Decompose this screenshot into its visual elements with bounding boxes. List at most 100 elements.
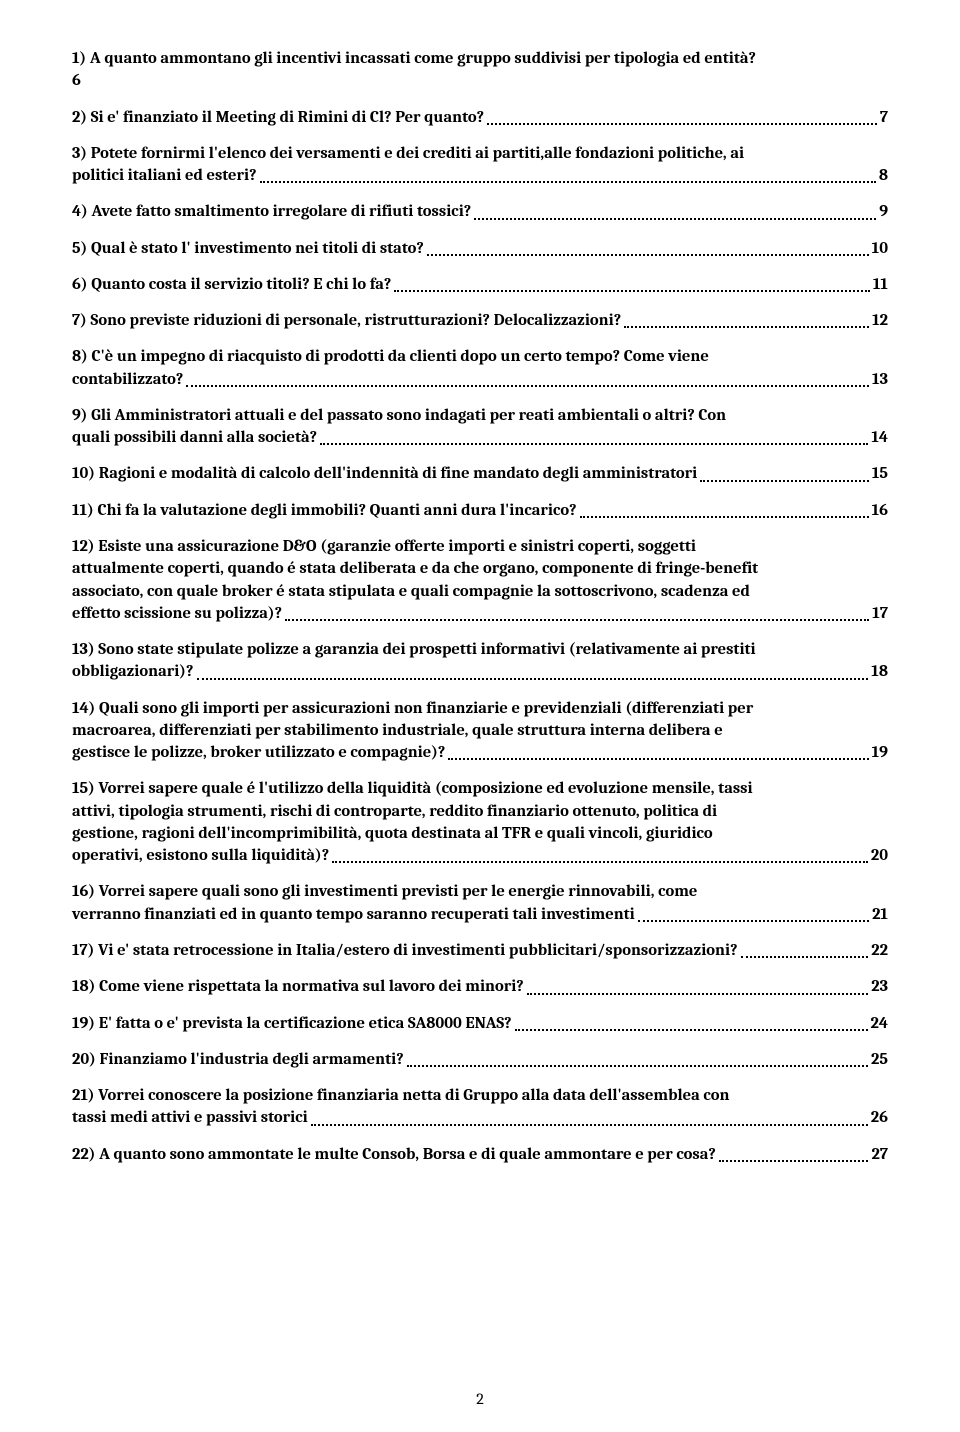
toc-leader-dots xyxy=(407,1065,868,1067)
toc-entry: 18) Come viene rispettata la normativa s… xyxy=(72,976,888,998)
toc-leader-dots xyxy=(741,956,869,958)
toc-page-number: 19 xyxy=(872,742,888,764)
toc-entry-text: contabilizzato? xyxy=(72,369,183,391)
toc-page-number: 9 xyxy=(879,201,888,223)
toc-entry-line: attivi, tipologia strumenti, rischi di c… xyxy=(72,801,888,823)
toc-page-number: 15 xyxy=(872,463,888,485)
toc-entry: 19) E' fatta o e' prevista la certificaz… xyxy=(72,1013,888,1035)
toc-entry-line: 9) Gli Amministratori attuali e del pass… xyxy=(72,405,888,427)
toc-entry-text: gestisce le polizze, broker utilizzato e… xyxy=(72,742,445,764)
toc-entry-line: 1) A quanto ammontano gli incentivi inca… xyxy=(72,48,888,70)
toc-entry-text: 19) E' fatta o e' prevista la certificaz… xyxy=(72,1013,512,1035)
toc-page-number: 20 xyxy=(871,845,888,867)
toc-entry: 21) Vorrei conoscere la posizione finanz… xyxy=(72,1085,888,1130)
toc-leader-dots xyxy=(427,254,869,256)
toc-entry: 14) Quali sono gli importi per assicuraz… xyxy=(72,698,888,765)
toc-entry: 22) A quanto sono ammontate le multe Con… xyxy=(72,1144,888,1166)
toc-leader-dots xyxy=(624,326,869,328)
toc-entry-line: 15) Vorrei sapere quale é l'utilizzo del… xyxy=(72,778,888,800)
toc-leader-dots xyxy=(197,678,869,680)
toc-leader-dots xyxy=(448,758,868,760)
toc-page-number: 26 xyxy=(871,1107,888,1129)
toc-leader-dots xyxy=(719,1160,869,1162)
toc-entry-text: obbligazionari)? xyxy=(72,661,194,683)
toc-entry-text: 22) A quanto sono ammontate le multe Con… xyxy=(72,1144,716,1166)
toc-leader-dots xyxy=(394,290,870,292)
toc-entry-line: 21) Vorrei conoscere la posizione finanz… xyxy=(72,1085,888,1107)
toc-page-number: 11 xyxy=(873,274,888,296)
toc-entry-text: 4) Avete fatto smaltimento irregolare di… xyxy=(72,201,471,223)
toc-entry-text: 6 xyxy=(72,70,81,92)
toc-leader-dots xyxy=(260,181,876,183)
toc-leader-dots xyxy=(700,480,869,482)
toc-entry-text: 7) Sono previste riduzioni di personale,… xyxy=(72,310,621,332)
toc-entry: 13) Sono state stipulate polizze a garan… xyxy=(72,639,888,684)
toc-entry-line: 14) Quali sono gli importi per assicuraz… xyxy=(72,698,888,720)
toc-page-number: 21 xyxy=(872,904,888,926)
toc-page-number: 13 xyxy=(872,369,888,391)
toc-entry-line: 16) Vorrei sapere quali sono gli investi… xyxy=(72,881,888,903)
toc-page-number: 17 xyxy=(872,603,888,625)
toc-entry: 9) Gli Amministratori attuali e del pass… xyxy=(72,405,888,450)
toc-page-number: 18 xyxy=(871,661,888,683)
toc-entry-line: associato, con quale broker é stata stip… xyxy=(72,581,888,603)
toc-page-number: 14 xyxy=(871,427,888,449)
toc-page-number: 24 xyxy=(871,1013,889,1035)
toc-entry-line: 13) Sono state stipulate polizze a garan… xyxy=(72,639,888,661)
toc-entry: 10) Ragioni e modalità di calcolo dell'i… xyxy=(72,463,888,485)
toc-leader-dots xyxy=(285,619,869,621)
toc-entry-line: gestione, ragioni dell'incomprimibilità,… xyxy=(72,823,888,845)
toc-entry-line: 8) C'è un impegno di riacquisto di prodo… xyxy=(72,346,888,368)
toc-entry-text: 20) Finanziamo l'industria degli armamen… xyxy=(72,1049,404,1071)
toc-entry: 15) Vorrei sapere quale é l'utilizzo del… xyxy=(72,778,888,867)
toc-entry-text: 5) Qual è stato l' investimento nei tito… xyxy=(72,238,424,260)
toc-page-number: 16 xyxy=(872,500,888,522)
toc-entry-text: 18) Come viene rispettata la normativa s… xyxy=(72,976,524,998)
toc-leader-dots xyxy=(474,218,876,220)
toc-entry-line: 3) Potete fornirmi l'elenco dei versamen… xyxy=(72,143,888,165)
toc-leader-dots xyxy=(311,1124,868,1126)
toc-entry: 3) Potete fornirmi l'elenco dei versamen… xyxy=(72,143,888,188)
toc-leader-dots xyxy=(320,443,868,445)
toc-leader-dots xyxy=(332,861,868,863)
toc-entry-line: macroarea, differenziati per stabiliment… xyxy=(72,720,888,742)
toc-page-number: 8 xyxy=(879,165,888,187)
toc-page-number: 7 xyxy=(880,107,888,129)
toc-entry-line: 12) Esiste una assicurazione D&O (garanz… xyxy=(72,536,888,558)
toc-leader-dots xyxy=(515,1029,868,1031)
toc-entry: 5) Qual è stato l' investimento nei tito… xyxy=(72,238,888,260)
toc-entry-text: 11) Chi fa la valutazione degli immobili… xyxy=(72,500,577,522)
toc-entry: 4) Avete fatto smaltimento irregolare di… xyxy=(72,201,888,223)
toc-entry: 17) Vi e' stata retrocessione in Italia/… xyxy=(72,940,888,962)
toc-entry: 2) Si e' finanziato il Meeting di Rimini… xyxy=(72,107,888,129)
toc-entry-text: 10) Ragioni e modalità di calcolo dell'i… xyxy=(72,463,697,485)
toc-entry-text: tassi medi attivi e passivi storici xyxy=(72,1107,308,1129)
toc-entry-text: 2) Si e' finanziato il Meeting di Rimini… xyxy=(72,107,484,129)
toc-leader-dots xyxy=(487,123,877,125)
toc-leader-dots xyxy=(580,516,869,518)
toc-entry: 8) C'è un impegno di riacquisto di prodo… xyxy=(72,346,888,391)
toc-leader-dots xyxy=(638,920,869,922)
toc-entry-text: operativi, esistono sulla liquidità)? xyxy=(72,845,329,867)
toc-entry: 7) Sono previste riduzioni di personale,… xyxy=(72,310,888,332)
toc-leader-dots xyxy=(186,385,869,387)
toc-entry: 1) A quanto ammontano gli incentivi inca… xyxy=(72,48,888,93)
toc-entry: 11) Chi fa la valutazione degli immobili… xyxy=(72,500,888,522)
toc-entry-text: effetto scissione su polizza)? xyxy=(72,603,282,625)
toc-entry-text: politici italiani ed esteri? xyxy=(72,165,257,187)
toc-entry-line: attualmente coperti, quando é stata deli… xyxy=(72,558,888,580)
table-of-contents: 1) A quanto ammontano gli incentivi inca… xyxy=(72,48,888,1166)
toc-entry-text: 6) Quanto costa il servizio titoli? E ch… xyxy=(72,274,391,296)
toc-entry: 20) Finanziamo l'industria degli armamen… xyxy=(72,1049,888,1071)
toc-entry: 16) Vorrei sapere quali sono gli investi… xyxy=(72,881,888,926)
toc-page-number: 25 xyxy=(871,1049,888,1071)
toc-entry-text: verranno finanziati ed in quanto tempo s… xyxy=(72,904,635,926)
toc-page-number: 27 xyxy=(871,1144,888,1166)
toc-page-number: 12 xyxy=(872,310,888,332)
toc-entry-text: quali possibili danni alla società? xyxy=(72,427,317,449)
toc-entry: 6) Quanto costa il servizio titoli? E ch… xyxy=(72,274,888,296)
toc-leader-dots xyxy=(527,993,868,995)
toc-page-number: 23 xyxy=(871,976,888,998)
toc-entry-text: 17) Vi e' stata retrocessione in Italia/… xyxy=(72,940,738,962)
toc-page-number: 22 xyxy=(871,940,888,962)
